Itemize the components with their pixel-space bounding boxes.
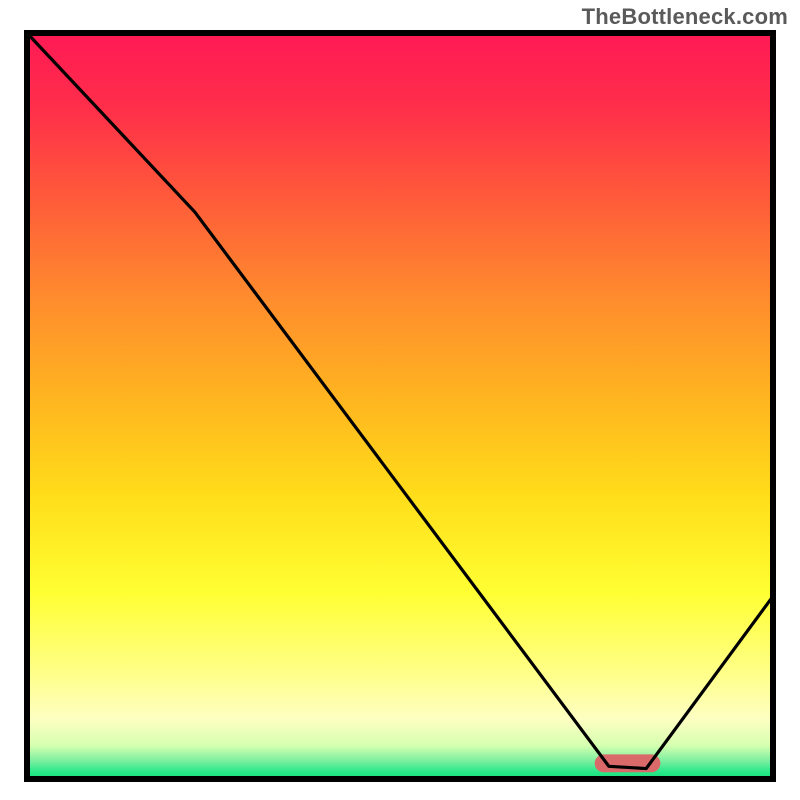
heatmap-gradient-background: [27, 33, 773, 779]
bottleneck-chart: [0, 0, 800, 800]
watermark-text: TheBottleneck.com: [582, 4, 788, 30]
chart-container: TheBottleneck.com: [0, 0, 800, 800]
